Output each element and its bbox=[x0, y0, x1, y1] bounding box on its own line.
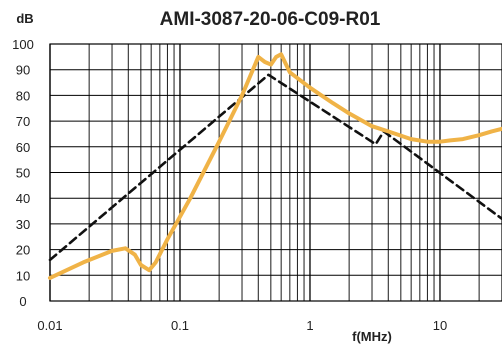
x-tick-label: 10 bbox=[433, 318, 447, 333]
y-tick-label: 100 bbox=[12, 37, 34, 52]
y-tick-label: 40 bbox=[16, 191, 30, 206]
y-tick-label: 60 bbox=[16, 140, 30, 155]
grid bbox=[49, 43, 502, 302]
y-tick-label: 10 bbox=[16, 268, 30, 283]
series-group bbox=[48, 52, 502, 280]
x-tick-label: 1 bbox=[306, 318, 313, 333]
x-tick-label: 0.1 bbox=[171, 318, 189, 333]
plot-frame bbox=[49, 43, 502, 302]
y-tick-label: 30 bbox=[16, 217, 30, 232]
y-tick-label: 70 bbox=[16, 114, 30, 129]
chart-title: AMI-3087-20-06-C09-R01 bbox=[160, 9, 381, 30]
y-axis-label: dB bbox=[16, 11, 33, 26]
x-tick-label: 0.01 bbox=[37, 318, 62, 333]
x-axis-label: f(MHz) bbox=[352, 329, 392, 344]
y-tick-label: 20 bbox=[16, 243, 30, 258]
x-tick-labels: 0.01 0.1 1 10 bbox=[37, 318, 447, 333]
y-tick-label: 0 bbox=[19, 294, 26, 309]
attenuation-curve bbox=[48, 52, 502, 280]
y-tick-label: 80 bbox=[16, 88, 30, 103]
y-tick-label: 50 bbox=[16, 166, 30, 181]
y-tick-labels: 0 10 20 30 40 50 60 70 80 90 100 bbox=[12, 37, 34, 309]
dashed-limit-line bbox=[48, 73, 502, 262]
y-tick-label: 90 bbox=[16, 63, 30, 78]
